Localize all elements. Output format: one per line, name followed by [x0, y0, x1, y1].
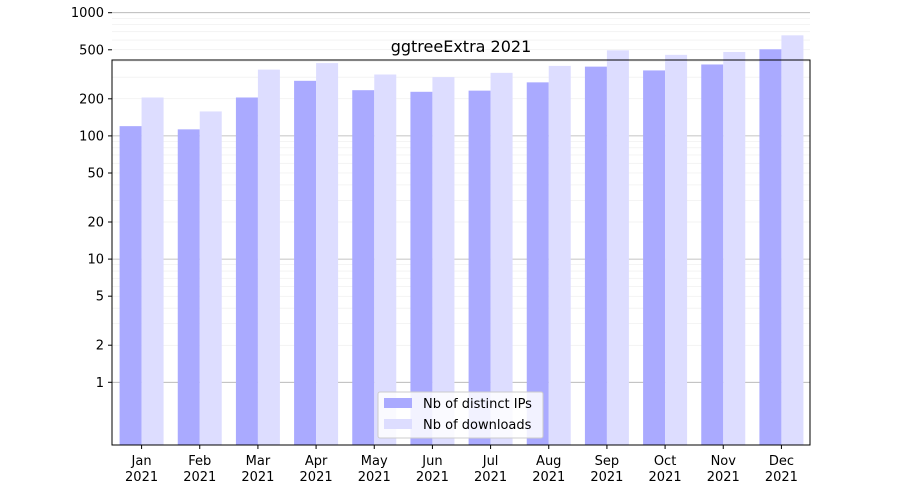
legend: Nb of distinct IPs Nb of downloads — [377, 391, 544, 439]
x-tick-label: Dec 2021 — [765, 454, 798, 485]
bar-nb-of-downloads-2 — [257, 69, 280, 445]
bar-nb-of-downloads-9 — [665, 54, 688, 445]
bar-nb-of-downloads-4 — [374, 74, 397, 445]
y-tick-label: 100 — [79, 129, 104, 144]
y-tick-label: 1000 — [71, 6, 104, 21]
x-tick-label: Mar 2021 — [241, 454, 274, 485]
bar-nb-of-distinct-ips-11 — [759, 49, 782, 445]
x-tick-label: Aug 2021 — [532, 454, 565, 485]
x-tick-label: Apr 2021 — [300, 454, 333, 485]
y-tick-label: 200 — [79, 92, 104, 107]
legend-swatch-downloads — [384, 419, 412, 429]
bar-nb-of-distinct-ips-2 — [235, 97, 258, 445]
bar-nb-of-distinct-ips-0 — [119, 126, 142, 445]
bar-nb-of-distinct-ips-3 — [294, 80, 317, 446]
bar-nb-of-downloads-11 — [781, 35, 804, 445]
bar-nb-of-distinct-ips-1 — [177, 129, 200, 446]
x-tick-label: Jun 2021 — [416, 454, 449, 485]
bar-nb-of-distinct-ips-6 — [468, 90, 491, 445]
y-tick-label: 10 — [87, 253, 104, 268]
bar-nb-of-distinct-ips-8 — [584, 66, 607, 445]
bar-nb-of-distinct-ips-5 — [410, 91, 433, 445]
bar-nb-of-distinct-ips-10 — [701, 64, 724, 446]
bar-nb-of-downloads-0 — [141, 97, 164, 445]
bar-nb-of-distinct-ips-4 — [352, 90, 375, 445]
legend-box — [377, 391, 544, 439]
bar-nb-of-downloads-1 — [199, 111, 222, 445]
legend-label-downloads: Nb of downloads — [423, 418, 532, 433]
y-tick-label: 1 — [96, 376, 104, 391]
bar-nb-of-downloads-5 — [432, 77, 455, 446]
bar-nb-of-distinct-ips-9 — [643, 70, 666, 445]
x-tick-label: Jul 2021 — [474, 454, 507, 485]
legend-label-distinct-ips: Nb of distinct IPs — [423, 397, 532, 412]
x-tick-label: Feb 2021 — [183, 454, 216, 485]
x-tick-label: Jan 2021 — [125, 454, 158, 485]
bar-nb-of-downloads-10 — [723, 51, 746, 446]
x-tick-label: May 2021 — [358, 454, 391, 485]
bar-nb-of-distinct-ips-7 — [526, 82, 549, 445]
plot-frame — [111, 59, 811, 446]
x-tick-label: Oct 2021 — [649, 454, 682, 485]
y-tick-label: 5 — [96, 290, 104, 305]
y-tick-label: 2 — [96, 339, 104, 354]
y-tick-label: 50 — [87, 166, 104, 181]
chart-title: ggtreeExtra 2021 — [391, 37, 532, 56]
x-tick-label: Nov 2021 — [707, 454, 740, 485]
bar-nb-of-downloads-8 — [606, 50, 629, 445]
bar-nb-of-downloads-6 — [490, 72, 513, 445]
y-tick-label: 500 — [79, 43, 104, 58]
y-tick-label: 20 — [87, 216, 104, 231]
bar-nb-of-downloads-7 — [548, 65, 571, 445]
bar-nb-of-downloads-3 — [316, 63, 339, 445]
legend-swatch-distinct-ips — [384, 398, 412, 408]
x-tick-label: Sep 2021 — [590, 454, 623, 485]
